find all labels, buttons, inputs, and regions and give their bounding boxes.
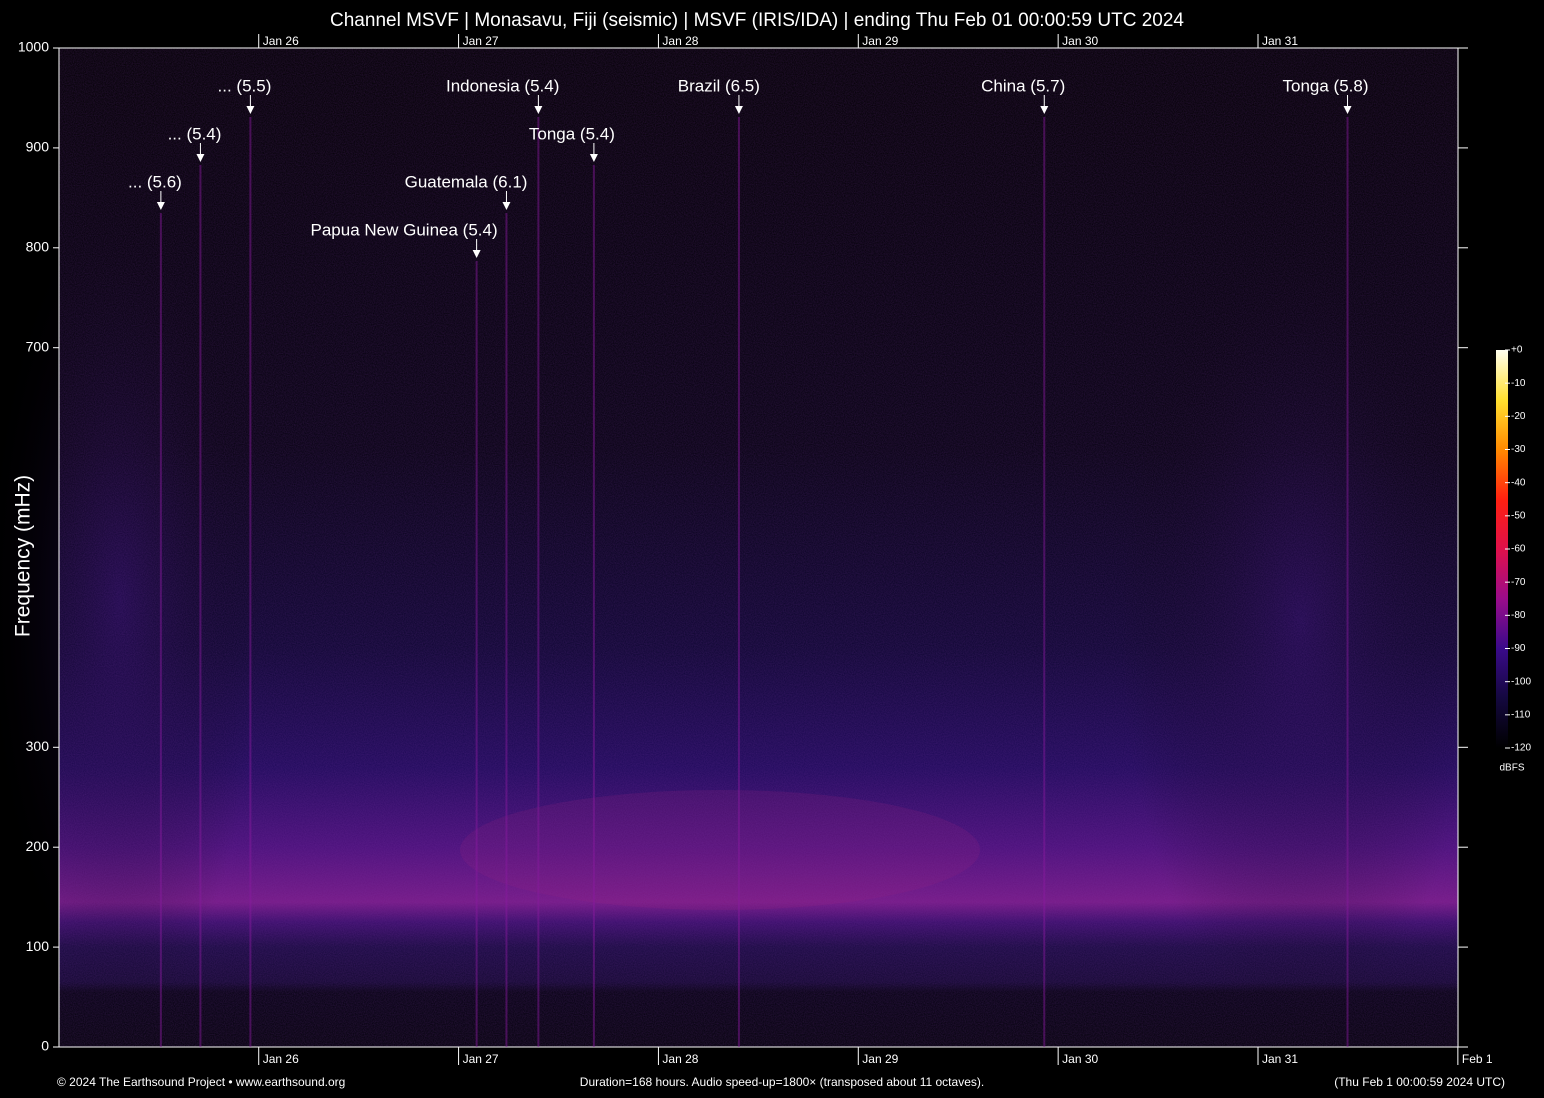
plot-frame (58, 47, 1459, 1048)
event-arrow-head (589, 154, 598, 162)
colorbar-tick-label: -60 (1511, 544, 1526, 555)
event-arrow-head (1040, 106, 1049, 114)
x-tick-label: Jan 31 (1262, 1052, 1298, 1066)
event-arrow-head (502, 202, 511, 210)
event-label: Brazil (6.5) (678, 76, 760, 95)
footer-center: Duration=168 hours. Audio speed-up=1800×… (580, 1075, 984, 1089)
colorbar-tick-label: -100 (1511, 676, 1531, 687)
y-tick-label: 1000 (18, 39, 49, 55)
x-tick-label: Jan 27 (463, 1052, 499, 1066)
event-arrow-head (246, 106, 255, 114)
y-tick-label: 300 (26, 738, 50, 754)
event-arrow-head (1343, 106, 1352, 114)
colorbar-tick-label: -30 (1511, 444, 1526, 455)
event-label: Tonga (5.4) (529, 124, 615, 143)
event-label: ... (5.6) (128, 172, 182, 191)
event-label: ... (5.4) (168, 124, 222, 143)
colorbar-tick-label: -20 (1511, 411, 1526, 422)
colorbar-tick-label: +0 (1511, 345, 1523, 356)
x-tick-label-top: Jan 30 (1062, 34, 1098, 48)
colorbar-tick-label: -110 (1511, 709, 1531, 720)
x-tick-label: Jan 28 (662, 1052, 698, 1066)
event-label: Indonesia (5.4) (446, 76, 559, 95)
spectrogram-image (0, 48, 1480, 1047)
event-arrow-head (534, 106, 543, 114)
event-arrow-head (156, 202, 165, 210)
x-tick-label: Jan 30 (1062, 1052, 1098, 1066)
event-arrow-head (734, 106, 743, 114)
event-label: Papua New Guinea (5.4) (311, 220, 498, 239)
y-tick-label: 100 (26, 938, 50, 954)
x-tick-label-top: Jan 29 (862, 34, 898, 48)
x-tick-label: Jan 29 (862, 1052, 898, 1066)
y-tick-label: 800 (26, 239, 50, 255)
y-tick-label: 0 (41, 1038, 49, 1054)
event-label: China (5.7) (981, 76, 1065, 95)
x-tick-label-top: Jan 31 (1262, 34, 1298, 48)
footer-right: (Thu Feb 1 00:00:59 2024 UTC) (1334, 1075, 1505, 1089)
x-tick-label: Feb 1 (1462, 1052, 1493, 1066)
colorbar-label: dBFS (1499, 763, 1524, 774)
x-tick-label-top: Jan 27 (463, 34, 499, 48)
event-label: Tonga (5.8) (1283, 76, 1369, 95)
colorbar-tick-label: -50 (1511, 510, 1526, 521)
colorbar-tick-label: -70 (1511, 577, 1526, 588)
event-label: Guatemala (6.1) (405, 172, 528, 191)
colorbar-tick-label: -40 (1511, 477, 1526, 488)
chart-title: Channel MSVF | Monasavu, Fiji (seismic) … (330, 10, 1184, 31)
x-tick-label: Jan 26 (263, 1052, 299, 1066)
y-axis-label: Frequency (mHz) (12, 475, 35, 637)
event-label: ... (5.5) (218, 76, 272, 95)
event-arrow-head (196, 154, 205, 162)
colorbar-tick-label: -80 (1511, 610, 1526, 621)
x-tick-label-top: Jan 26 (263, 34, 299, 48)
y-tick-label: 200 (26, 838, 50, 854)
y-tick-label: 700 (26, 338, 50, 354)
event-arrow-head (472, 250, 481, 258)
colorbar-tick-label: -120 (1511, 743, 1531, 754)
footer-left: © 2024 The Earthsound Project • www.eart… (57, 1075, 345, 1089)
x-tick-label-top: Jan 28 (662, 34, 698, 48)
y-tick-label: 900 (26, 139, 50, 155)
colorbar-tick-label: -10 (1511, 378, 1526, 389)
colorbar-tick-label: -90 (1511, 643, 1526, 654)
